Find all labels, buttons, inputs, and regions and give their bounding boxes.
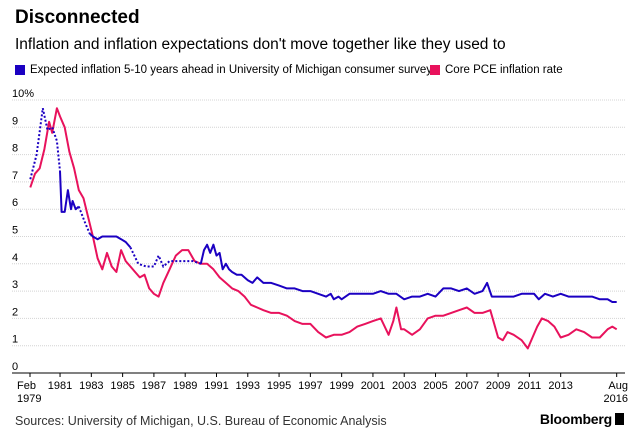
y-tick-label: 1: [12, 334, 18, 346]
x-tick-label: 1979: [17, 393, 41, 405]
x-tick-label: 2001: [361, 380, 385, 392]
x-tick-label: 1999: [329, 380, 353, 392]
x-tick-label: Feb: [17, 380, 36, 392]
y-tick-label: 8: [12, 143, 18, 155]
series-line-expected-inflation-dotted: [129, 246, 202, 269]
x-tick-label: 2011: [518, 380, 542, 392]
bloomberg-logo: Bloomberg: [540, 411, 624, 427]
series-line-core-pce: [29, 107, 618, 350]
series-line-expected-inflation-dotted: [77, 206, 91, 235]
chart-subtitle: Inflation and inflation expectations don…: [15, 36, 506, 53]
legend-item-core-pce: Core PCE inflation rate: [430, 64, 563, 76]
y-tick-label: 9: [12, 115, 18, 127]
x-tick-label: 1985: [110, 380, 134, 392]
y-tick-label: 2: [12, 306, 18, 318]
x-tick-label: 1993: [236, 380, 260, 392]
x-tick-label: 2003: [392, 380, 416, 392]
y-tick-label: 10%: [12, 88, 34, 100]
x-tick-label: 2009: [486, 380, 510, 392]
x-tick-label: 1983: [79, 380, 103, 392]
y-tick-label: 7: [12, 170, 18, 182]
x-tick-label: 2007: [455, 380, 479, 392]
legend-swatch-pink: [430, 65, 440, 75]
x-tick-label: Aug: [608, 380, 628, 392]
legend-label-core-pce: Core PCE inflation rate: [445, 64, 563, 76]
x-tick-label: 1995: [267, 380, 291, 392]
series-line-expected-inflation: [59, 170, 80, 213]
logo-text: Bloomberg: [539, 411, 612, 427]
chart-title: Disconnected: [15, 7, 140, 28]
series-line-expected-inflation: [89, 233, 132, 249]
x-tick-label: 2005: [423, 380, 447, 392]
x-tick-label: 1997: [298, 380, 322, 392]
x-tick-label: 1987: [142, 380, 166, 392]
legend-swatch-blue: [15, 65, 25, 75]
y-tick-label: 5: [12, 225, 18, 237]
y-tick-label: 6: [12, 197, 18, 209]
series-line-expected-inflation-dotted: [29, 107, 61, 180]
series-line-expected-inflation: [199, 243, 617, 303]
logo-box-icon: [615, 413, 624, 425]
x-tick-label: 1981: [48, 380, 72, 392]
x-tick-label: 2013: [548, 380, 572, 392]
x-tick-label: 1991: [204, 380, 228, 392]
x-tick-label: 1989: [173, 380, 197, 392]
y-tick-label: 4: [12, 252, 18, 264]
y-tick-label: 0: [12, 361, 18, 373]
x-tick-label: 2016: [604, 393, 628, 405]
legend-label-expected-inflation: Expected inflation 5-10 years ahead in U…: [30, 64, 433, 76]
y-tick-label: 3: [12, 279, 18, 291]
legend-item-expected-inflation: Expected inflation 5-10 years ahead in U…: [15, 64, 432, 76]
source-note: Sources: University of Michigan, U.S. Bu…: [15, 414, 387, 428]
